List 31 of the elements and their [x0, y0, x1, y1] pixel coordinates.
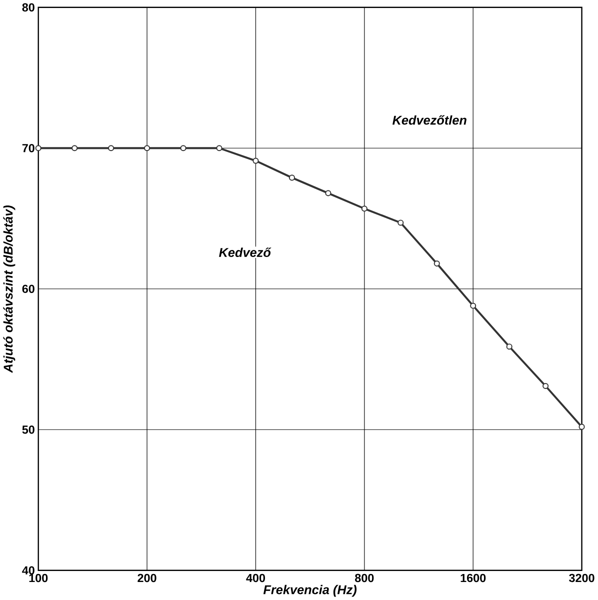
x-tick-label: 800	[355, 574, 374, 582]
point	[325, 190, 332, 196]
point	[361, 206, 368, 212]
point	[470, 302, 476, 309]
point	[288, 174, 295, 181]
point	[434, 260, 440, 267]
point	[35, 145, 42, 152]
point	[542, 382, 549, 390]
x-axis-title: Frekvencia (Hz)	[263, 584, 357, 597]
x-tick-label: 3200	[569, 574, 594, 582]
annotation: Kedvezőtlen	[392, 115, 466, 125]
point	[144, 145, 150, 152]
point	[252, 158, 259, 164]
y-axis-title: Atjutó oktávszint (dB/oktáv)	[3, 205, 16, 373]
y-tick-label: 70	[22, 144, 34, 152]
y-tick-label: 40	[22, 566, 34, 575]
point	[506, 344, 512, 350]
point	[108, 145, 114, 152]
point	[72, 145, 78, 152]
x-tick-label: 200	[138, 574, 156, 582]
point	[578, 424, 585, 430]
x-tick-label: 100	[29, 574, 48, 582]
y-tick-label: 60	[22, 284, 34, 294]
y-tick-label: 50	[22, 426, 34, 434]
x-tick-label: 400	[246, 574, 265, 582]
y-tick-label: 80	[22, 3, 34, 12]
point	[216, 145, 222, 152]
annotation: Kedvező	[219, 248, 272, 258]
point	[398, 220, 404, 226]
point	[180, 145, 186, 152]
x-tick-label: 1600	[460, 574, 486, 582]
